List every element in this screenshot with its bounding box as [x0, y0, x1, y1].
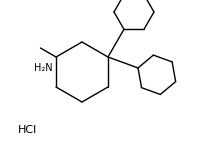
Text: H₂N: H₂N	[34, 63, 52, 73]
Text: HCl: HCl	[18, 125, 37, 135]
